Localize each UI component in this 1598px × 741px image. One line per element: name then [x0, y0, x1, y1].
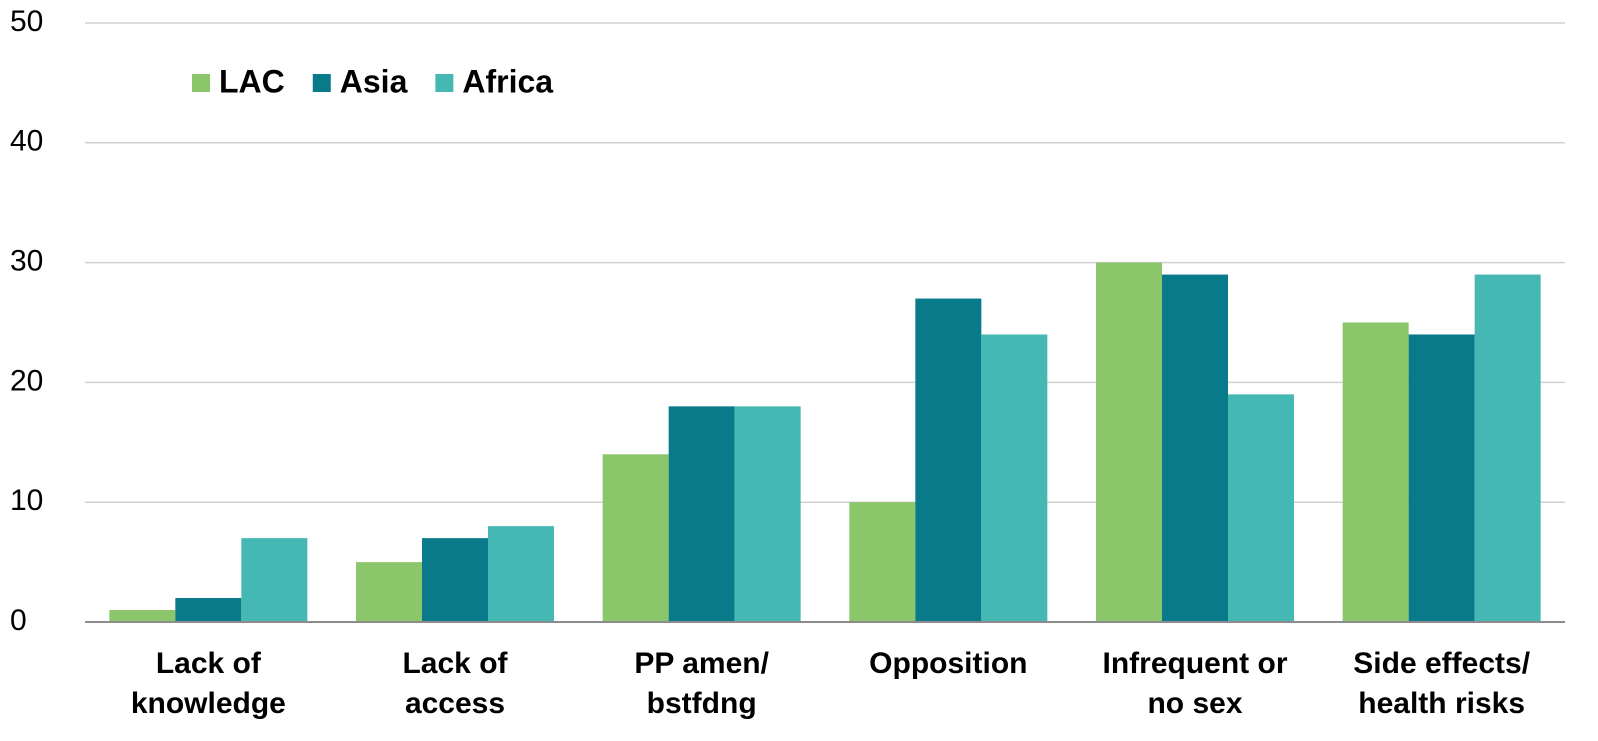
bar: [734, 406, 801, 622]
bar: [849, 502, 916, 622]
bar: [981, 334, 1048, 622]
x-tick-label: Lack of: [402, 647, 508, 680]
bar: [602, 454, 669, 622]
y-tick-label: 30: [10, 245, 43, 278]
legend-label: Asia: [340, 63, 408, 99]
legend-swatch: [435, 74, 454, 92]
x-tick-label: Infrequent or: [1103, 647, 1288, 680]
y-tick-label: 40: [10, 125, 43, 158]
x-tick-label: Lack of: [156, 647, 262, 680]
bar: [356, 562, 422, 622]
bar: [1342, 322, 1409, 622]
legend-swatch: [312, 74, 331, 92]
bar: [422, 538, 488, 622]
x-tick-label: access: [405, 687, 505, 720]
bar: [1408, 334, 1475, 622]
x-tick-label: bstfdng: [647, 687, 757, 720]
bar: [668, 406, 735, 622]
bar: [1474, 274, 1541, 622]
bar: [1162, 274, 1228, 622]
legend-label: Africa: [462, 63, 553, 99]
y-tick-label: 50: [10, 5, 43, 38]
legend-swatch: [192, 74, 210, 92]
x-tick-label: knowledge: [131, 687, 286, 720]
bar: [488, 526, 554, 622]
bar: [241, 538, 308, 622]
bar: [1096, 262, 1162, 622]
x-tick-label: PP amen/: [634, 647, 769, 680]
bar: [109, 610, 176, 622]
y-tick-label: 20: [10, 364, 43, 397]
y-tick-label: 0: [10, 604, 27, 637]
x-tick-label: Opposition: [869, 647, 1027, 680]
x-tick-label: health risks: [1358, 687, 1525, 720]
bar: [175, 598, 242, 622]
x-tick-label: Side effects/: [1353, 647, 1530, 680]
bar: [1228, 394, 1294, 622]
y-tick-label: 10: [10, 484, 43, 517]
bar: [915, 298, 982, 622]
legend-label: LAC: [219, 63, 285, 99]
x-tick-label: no sex: [1147, 687, 1242, 720]
